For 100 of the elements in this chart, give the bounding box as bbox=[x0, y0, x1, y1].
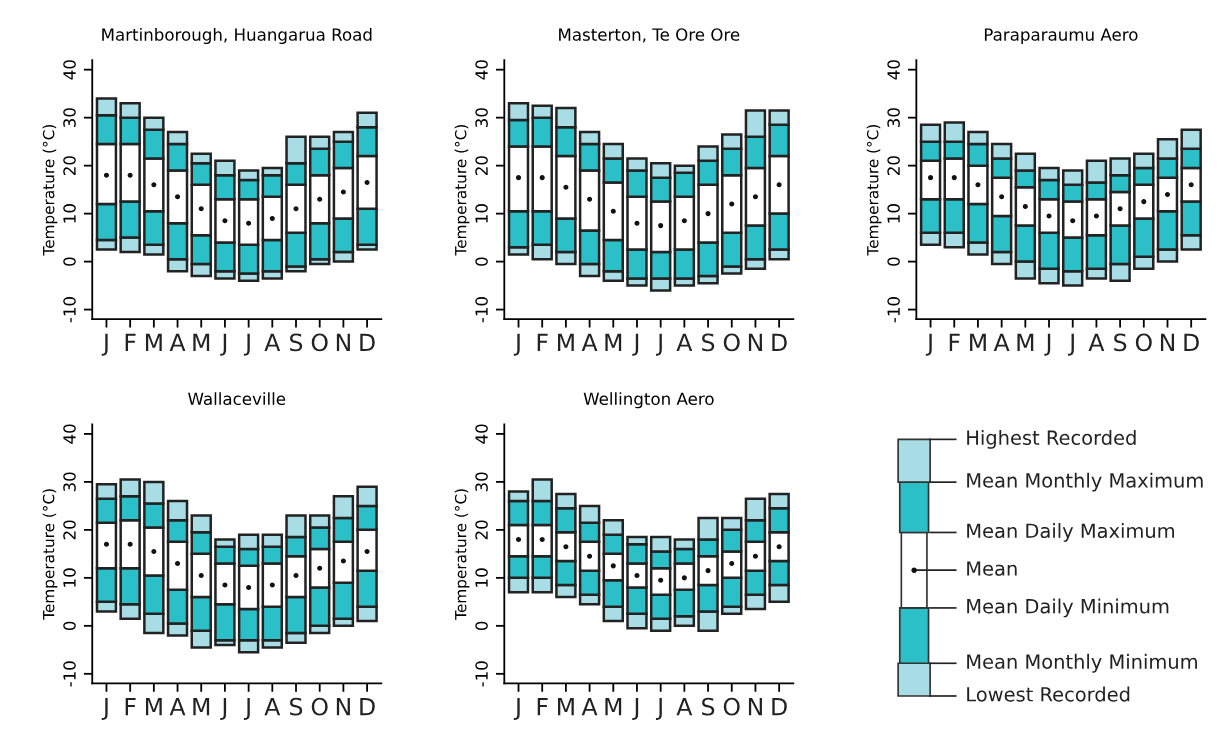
point bbox=[246, 220, 252, 226]
x-tick-label: M bbox=[605, 698, 622, 716]
point bbox=[222, 582, 228, 588]
x-tick-label: N bbox=[748, 333, 762, 351]
x-tick-label: M bbox=[193, 333, 210, 351]
text: Mean bbox=[967, 561, 1017, 576]
point bbox=[681, 218, 687, 224]
x-tick-label: A bbox=[581, 698, 598, 716]
x-tick-label: A bbox=[1088, 333, 1105, 351]
chart-title: Wallaceville bbox=[188, 392, 286, 406]
y-tick-label: 20 bbox=[887, 156, 900, 176]
x-tick-label: S bbox=[1114, 333, 1127, 352]
y-tick-label: -10 bbox=[475, 661, 488, 687]
x-tick-label: D bbox=[360, 698, 375, 716]
x-tick-label: O bbox=[311, 333, 328, 352]
x-tick-label: J bbox=[925, 333, 932, 356]
x-tick-label: M bbox=[145, 333, 162, 351]
x-tick-label: M bbox=[558, 698, 574, 716]
point bbox=[610, 563, 616, 569]
y-axis-title: Temperature (°C) bbox=[454, 489, 470, 620]
point bbox=[269, 215, 275, 221]
x-tick-label: S bbox=[702, 333, 715, 352]
y-tick-label: 30 bbox=[475, 108, 488, 127]
chart-title: Martinborough, Huangarua Road bbox=[102, 27, 372, 45]
point bbox=[103, 172, 109, 178]
point bbox=[103, 541, 109, 547]
x-tick-label: O bbox=[723, 697, 740, 716]
point bbox=[1188, 182, 1194, 188]
x-tick-label: J bbox=[632, 698, 639, 720]
x-tick-label: S bbox=[290, 333, 303, 352]
x-tick-label: F bbox=[125, 698, 136, 716]
point bbox=[634, 572, 640, 578]
x-tick-label: J bbox=[513, 698, 520, 720]
point bbox=[776, 544, 782, 550]
y-tick-label: -10 bbox=[475, 297, 488, 323]
x-tick-label: J bbox=[101, 333, 108, 356]
point bbox=[198, 572, 204, 578]
x-tick-label: O bbox=[311, 697, 328, 716]
y-tick-label: 20 bbox=[63, 520, 76, 540]
point bbox=[515, 536, 522, 543]
y-tick-label: 40 bbox=[63, 60, 76, 80]
x-tick-label: M bbox=[558, 333, 574, 351]
y-axis-title: Temperature (°C) bbox=[42, 125, 58, 256]
x-tick-label: D bbox=[772, 698, 787, 716]
point bbox=[364, 179, 370, 185]
point bbox=[658, 577, 664, 583]
point bbox=[293, 572, 299, 578]
y-axis-title: Temperature (°C) bbox=[42, 489, 58, 620]
x-tick-label: A bbox=[676, 698, 693, 716]
y-tick-label: 10 bbox=[63, 204, 76, 223]
x-tick-label: A bbox=[676, 333, 693, 351]
chart-title: Masterton, Te Ore Ore bbox=[559, 28, 740, 43]
point bbox=[681, 575, 687, 581]
x-tick-label: A bbox=[581, 333, 598, 351]
x-tick-label: M bbox=[193, 698, 210, 716]
point bbox=[340, 189, 346, 195]
point bbox=[1022, 203, 1028, 209]
x-tick-label: N bbox=[1160, 333, 1174, 351]
point bbox=[563, 544, 569, 550]
x-tick-label: M bbox=[1017, 333, 1034, 351]
text: Mean Daily Maximum bbox=[967, 523, 1174, 542]
y-tick-label: -10 bbox=[887, 297, 900, 323]
x-tick-label: J bbox=[655, 333, 662, 356]
x-tick-label: N bbox=[336, 698, 350, 716]
y-tick-label: 0 bbox=[63, 257, 76, 266]
point bbox=[705, 211, 711, 217]
x-tick-label: A bbox=[993, 333, 1010, 351]
x-tick-label: J bbox=[655, 698, 662, 720]
x-tick-label: S bbox=[290, 697, 303, 716]
text: Highest Recorded bbox=[967, 429, 1136, 449]
x-tick-label: M bbox=[970, 333, 986, 351]
x-tick-label: J bbox=[1068, 333, 1074, 356]
point bbox=[317, 565, 323, 571]
point bbox=[539, 536, 545, 543]
x-tick-label: D bbox=[772, 333, 787, 351]
point bbox=[539, 175, 545, 181]
x-tick-label: J bbox=[513, 333, 520, 356]
x-tick-label: O bbox=[723, 333, 740, 352]
y-tick-label: 40 bbox=[475, 60, 488, 80]
point bbox=[127, 541, 133, 547]
y-tick-label: 20 bbox=[475, 520, 488, 540]
point bbox=[246, 584, 252, 590]
text: Mean Monthly Maximum bbox=[967, 472, 1203, 492]
x-tick-label: J bbox=[632, 333, 639, 356]
point bbox=[198, 206, 204, 212]
point bbox=[951, 175, 957, 181]
y-tick-label: 10 bbox=[475, 568, 488, 587]
point bbox=[563, 184, 569, 190]
point bbox=[587, 196, 593, 202]
point bbox=[610, 208, 616, 214]
y-axis-title: Temperature (°C) bbox=[866, 125, 882, 256]
x-tick-label: A bbox=[264, 698, 281, 716]
point bbox=[752, 553, 758, 559]
chart-title: Paraparaumu Aero bbox=[984, 28, 1138, 45]
point bbox=[1141, 199, 1147, 205]
point bbox=[222, 218, 228, 224]
y-axis-title: Temperature (°C) bbox=[454, 125, 470, 256]
point bbox=[999, 194, 1005, 200]
x-tick-label: J bbox=[220, 333, 227, 356]
text: Mean Daily Minimum bbox=[967, 598, 1169, 618]
